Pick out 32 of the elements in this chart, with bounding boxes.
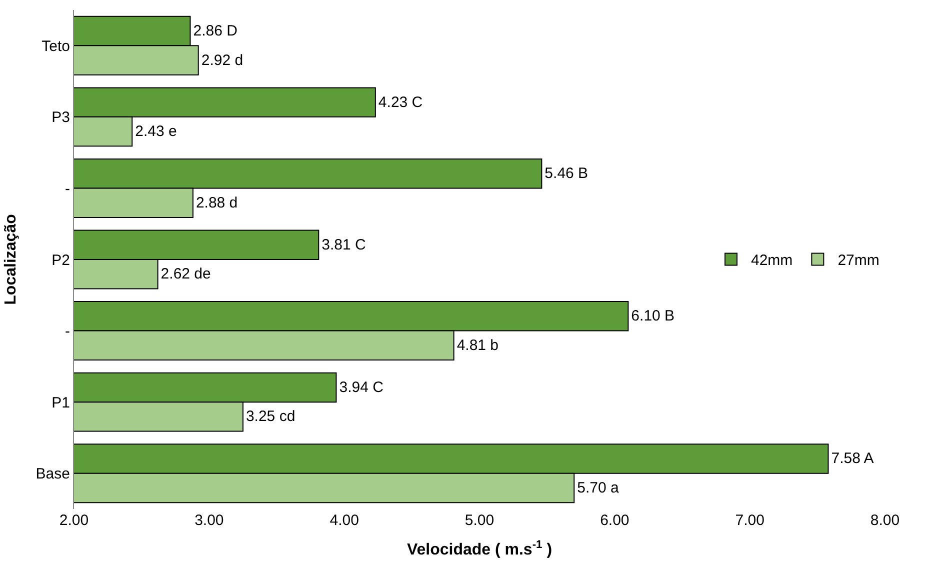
y-axis-title: Localização: [2, 214, 20, 305]
data-label: 2.62 de: [160, 266, 211, 283]
y-tick-label: -: [65, 323, 70, 340]
data-label: 5.70 a: [577, 479, 620, 496]
data-label: 5.46 B: [544, 165, 588, 182]
y-tick-label: -: [65, 180, 70, 198]
x-tick-label: 6.00: [600, 512, 630, 529]
y-tick-label: Teto: [42, 38, 70, 55]
y-tick-label: P3: [52, 109, 70, 126]
x-tick-label: 7.00: [735, 512, 764, 529]
x-tick-label: 3.00: [194, 512, 224, 529]
legend-label: 27mm: [838, 252, 880, 270]
x-tick-label: 8.00: [870, 512, 900, 529]
data-label: 3.25 cd: [246, 408, 296, 426]
data-label: 3.81 C: [322, 236, 366, 254]
y-tick-label: P2: [52, 252, 70, 269]
data-label: 6.10 B: [631, 308, 675, 325]
x-tick-label: 2.00: [59, 512, 89, 529]
data-label: 4.23 C: [378, 94, 423, 111]
y-tick-label: P1: [52, 394, 70, 412]
data-label: 2.88 d: [196, 194, 238, 212]
data-label: 3.94 C: [339, 378, 384, 396]
legend-label: 42mm: [751, 252, 793, 270]
data-label: 2.43 e: [135, 123, 177, 140]
data-label: 4.81 b: [456, 336, 499, 354]
x-tick-label: 4.00: [330, 512, 359, 529]
data-label: 7.58 A: [831, 450, 874, 468]
x-tick-label: 5.00: [464, 512, 494, 529]
data-label: 2.92 d: [201, 52, 244, 69]
y-tick-label: Base: [36, 466, 70, 483]
x-axis-title: Velocidade ( m.s$^{-1}$ ): [406, 538, 552, 559]
data-label: 2.86 D: [193, 22, 238, 40]
